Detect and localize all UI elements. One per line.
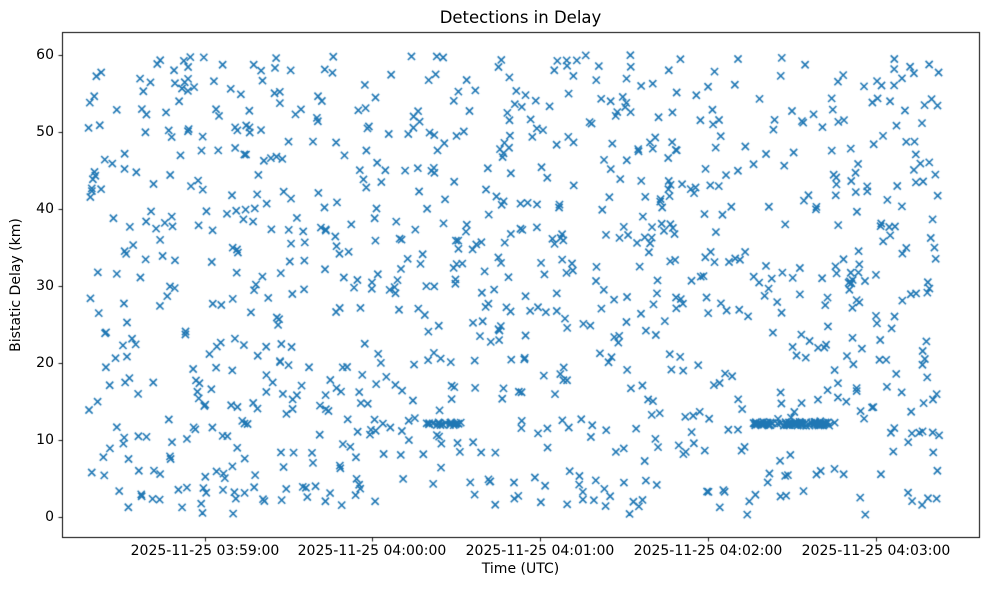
x-axis-label: Time (UTC) [481,561,560,577]
y-tick-label: 20 [36,354,54,371]
x-tick-label: 2025-11-25 04:01:00 [465,543,615,559]
y-tick-label: 30 [36,277,54,294]
y-tick-label: 40 [36,200,54,217]
x-tick-label: 2025-11-25 04:03:00 [801,543,951,559]
y-tick-label: 10 [36,431,54,448]
x-tick-label: 2025-11-25 04:02:00 [633,543,783,559]
y-tick-label: 60 [36,46,54,63]
x-tick-label: 2025-11-25 04:00:00 [297,543,447,559]
x-tick-label: 2025-11-25 03:59:00 [130,543,280,559]
y-tick-label: 0 [45,508,54,525]
y-tick-label: 50 [36,123,54,140]
chart-title: Detections in Delay [439,8,602,27]
